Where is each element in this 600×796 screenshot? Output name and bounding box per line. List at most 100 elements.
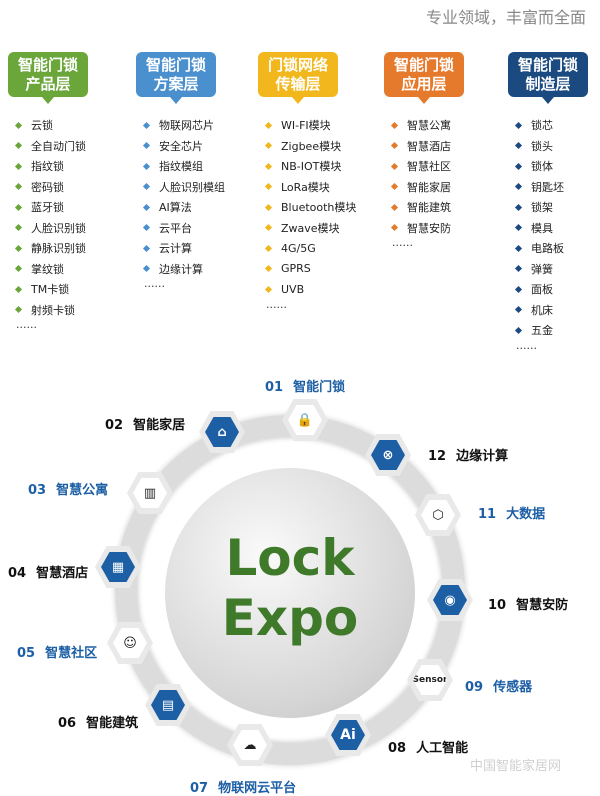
list-item: AI算法 (142, 197, 246, 218)
globe-title-line1: Lock (225, 529, 355, 587)
bullet-icon (390, 183, 399, 191)
layer-badge: 门锁网络 传输层 (258, 52, 338, 104)
bullet-icon (514, 121, 523, 129)
list-item-label: 机床 (531, 303, 553, 317)
node-number: 04 (8, 566, 27, 581)
list-item: 蓝牙锁 (14, 197, 118, 218)
list-item: Zigbee模块 (264, 136, 368, 157)
list-item-label: Bluetooth模块 (281, 201, 357, 215)
list-item-label: 4G/5G (281, 241, 316, 255)
list-item-label: 物联网芯片 (159, 119, 214, 133)
list-item: 指纹模组 (142, 156, 246, 177)
node-number: 12 (428, 449, 447, 464)
bullet-icon (514, 265, 523, 273)
list-item: 模具 (514, 218, 600, 239)
hotel-icon: ▦ (101, 552, 135, 582)
more-ellipsis: ...... (392, 236, 413, 249)
bullet-icon (264, 265, 273, 273)
node-number: 01 (265, 380, 284, 395)
list-item-label: 模具 (531, 221, 553, 235)
node-number: 02 (105, 418, 124, 433)
bullet-icon (14, 224, 23, 232)
list-item: 智慧社区 (390, 156, 494, 177)
list-item: Zwave模块 (264, 218, 368, 239)
bullet-icon (14, 121, 23, 129)
bullet-icon (142, 183, 151, 191)
globe-title-line2: Expo (221, 589, 359, 647)
list-item-label: 锁芯 (531, 119, 553, 133)
list-item-label: 智慧公寓 (407, 119, 451, 133)
node-label-text: 智能家居 (133, 418, 186, 433)
node-label-text: 大数据 (506, 507, 546, 522)
node-02: ⌂ (199, 411, 245, 453)
list-item: GPRS (264, 259, 368, 280)
list-item: NB-IOT模块 (264, 156, 368, 177)
bullet-icon (142, 142, 151, 150)
node-label: 08 人工智能 (388, 737, 468, 756)
layer-subtitle: 传输层 (275, 75, 321, 93)
layer-title: 门锁网络 (267, 56, 328, 74)
list-item: 智能家居 (390, 177, 494, 198)
list-item: 静脉识别锁 (14, 238, 118, 259)
list-item-label: 全自动门锁 (31, 139, 86, 153)
list-item-label: GPRS (281, 262, 311, 276)
list-item: 掌纹锁 (14, 259, 118, 280)
node-label: 10 智慧安防 (488, 594, 568, 613)
list-item: WI-FI模块 (264, 115, 368, 136)
node-label: 03 智慧公寓 (28, 479, 108, 498)
node-label: 07 物联网云平台 (190, 777, 296, 796)
layer-item-list: 物联网芯片 安全芯片 指纹模组 人脸识别模组 AI算法 云平台 云计算 边缘计算 (142, 115, 246, 280)
list-item-label: AI算法 (159, 201, 192, 215)
more-ellipsis: ...... (144, 277, 165, 290)
bullet-icon (514, 183, 523, 191)
bullet-icon (142, 244, 151, 252)
list-item-label: 指纹模组 (159, 160, 203, 174)
list-item: LoRa模块 (264, 177, 368, 198)
bullet-icon (14, 142, 23, 150)
bullet-icon (14, 306, 23, 314)
layer-badge: 智能门锁 应用层 (384, 52, 464, 104)
bullet-icon (514, 203, 523, 211)
list-item: 密码锁 (14, 177, 118, 198)
layer-title: 智能门锁 (17, 56, 78, 74)
list-item: 智慧公寓 (390, 115, 494, 136)
node-label: 12 边缘计算 (428, 445, 508, 464)
node-number: 10 (488, 598, 507, 613)
list-item-label: 钥匙坯 (531, 180, 564, 194)
layer-item-list: 云锁 全自动门锁 指纹锁 密码锁 蓝牙锁 人脸识别锁 静脉识别锁 掌纹锁 TM卡锁 射频卡锁 (14, 115, 118, 320)
list-item: 面板 (514, 279, 600, 300)
list-item-label: 面板 (531, 283, 553, 297)
bullet-icon (390, 203, 399, 211)
list-item: 物联网芯片 (142, 115, 246, 136)
bullet-icon (264, 183, 273, 191)
list-item: 边缘计算 (142, 259, 246, 280)
list-item: 电路板 (514, 238, 600, 259)
layer-badge: 智能门锁 产品层 (8, 52, 88, 104)
more-ellipsis: ...... (516, 338, 537, 352)
list-item-label: 掌纹锁 (31, 262, 64, 276)
layer-title: 智能门锁 (517, 56, 578, 74)
bullet-icon (514, 285, 523, 293)
node-icon-text: Ai (340, 727, 356, 743)
tagline: 专业领域，丰富而全面 (425, 8, 586, 27)
list-item-label: 智能建筑 (407, 201, 451, 215)
watermark-logo: 中国智能家居网 (470, 759, 562, 774)
layer-column: 智能门锁 产品层 云锁 全自动门锁 指纹锁 密码锁 蓝牙锁 人脸识别锁 静脉识别锁 掌纹锁 TM卡锁… (8, 52, 118, 330)
cloud-icon: ☁ (233, 730, 267, 760)
apartment-icon: ▥ (133, 478, 167, 508)
list-item-label: Zigbee模块 (281, 139, 342, 153)
list-item-label: LoRa模块 (281, 180, 330, 194)
node-label-text: 传感器 (493, 680, 533, 695)
node-label: 04 智慧酒店 (8, 562, 88, 581)
list-item: 全自动门锁 (14, 136, 118, 157)
layer-column: 智能门锁 应用层 智慧公寓 智慧酒店 智慧社区 智能家居 智能建筑 智慧安防...... (384, 52, 494, 248)
layer-subtitle: 产品层 (25, 75, 71, 93)
node-number: 09 (465, 680, 484, 695)
bullet-icon (142, 265, 151, 273)
node-label-text: 智慧酒店 (36, 566, 89, 581)
list-item-label: 智能家居 (407, 180, 451, 194)
list-item: 锁体 (514, 156, 600, 177)
bullet-icon (514, 306, 523, 314)
node-label-text: 智慧社区 (45, 646, 98, 661)
building-icon: ▤ (151, 690, 185, 720)
